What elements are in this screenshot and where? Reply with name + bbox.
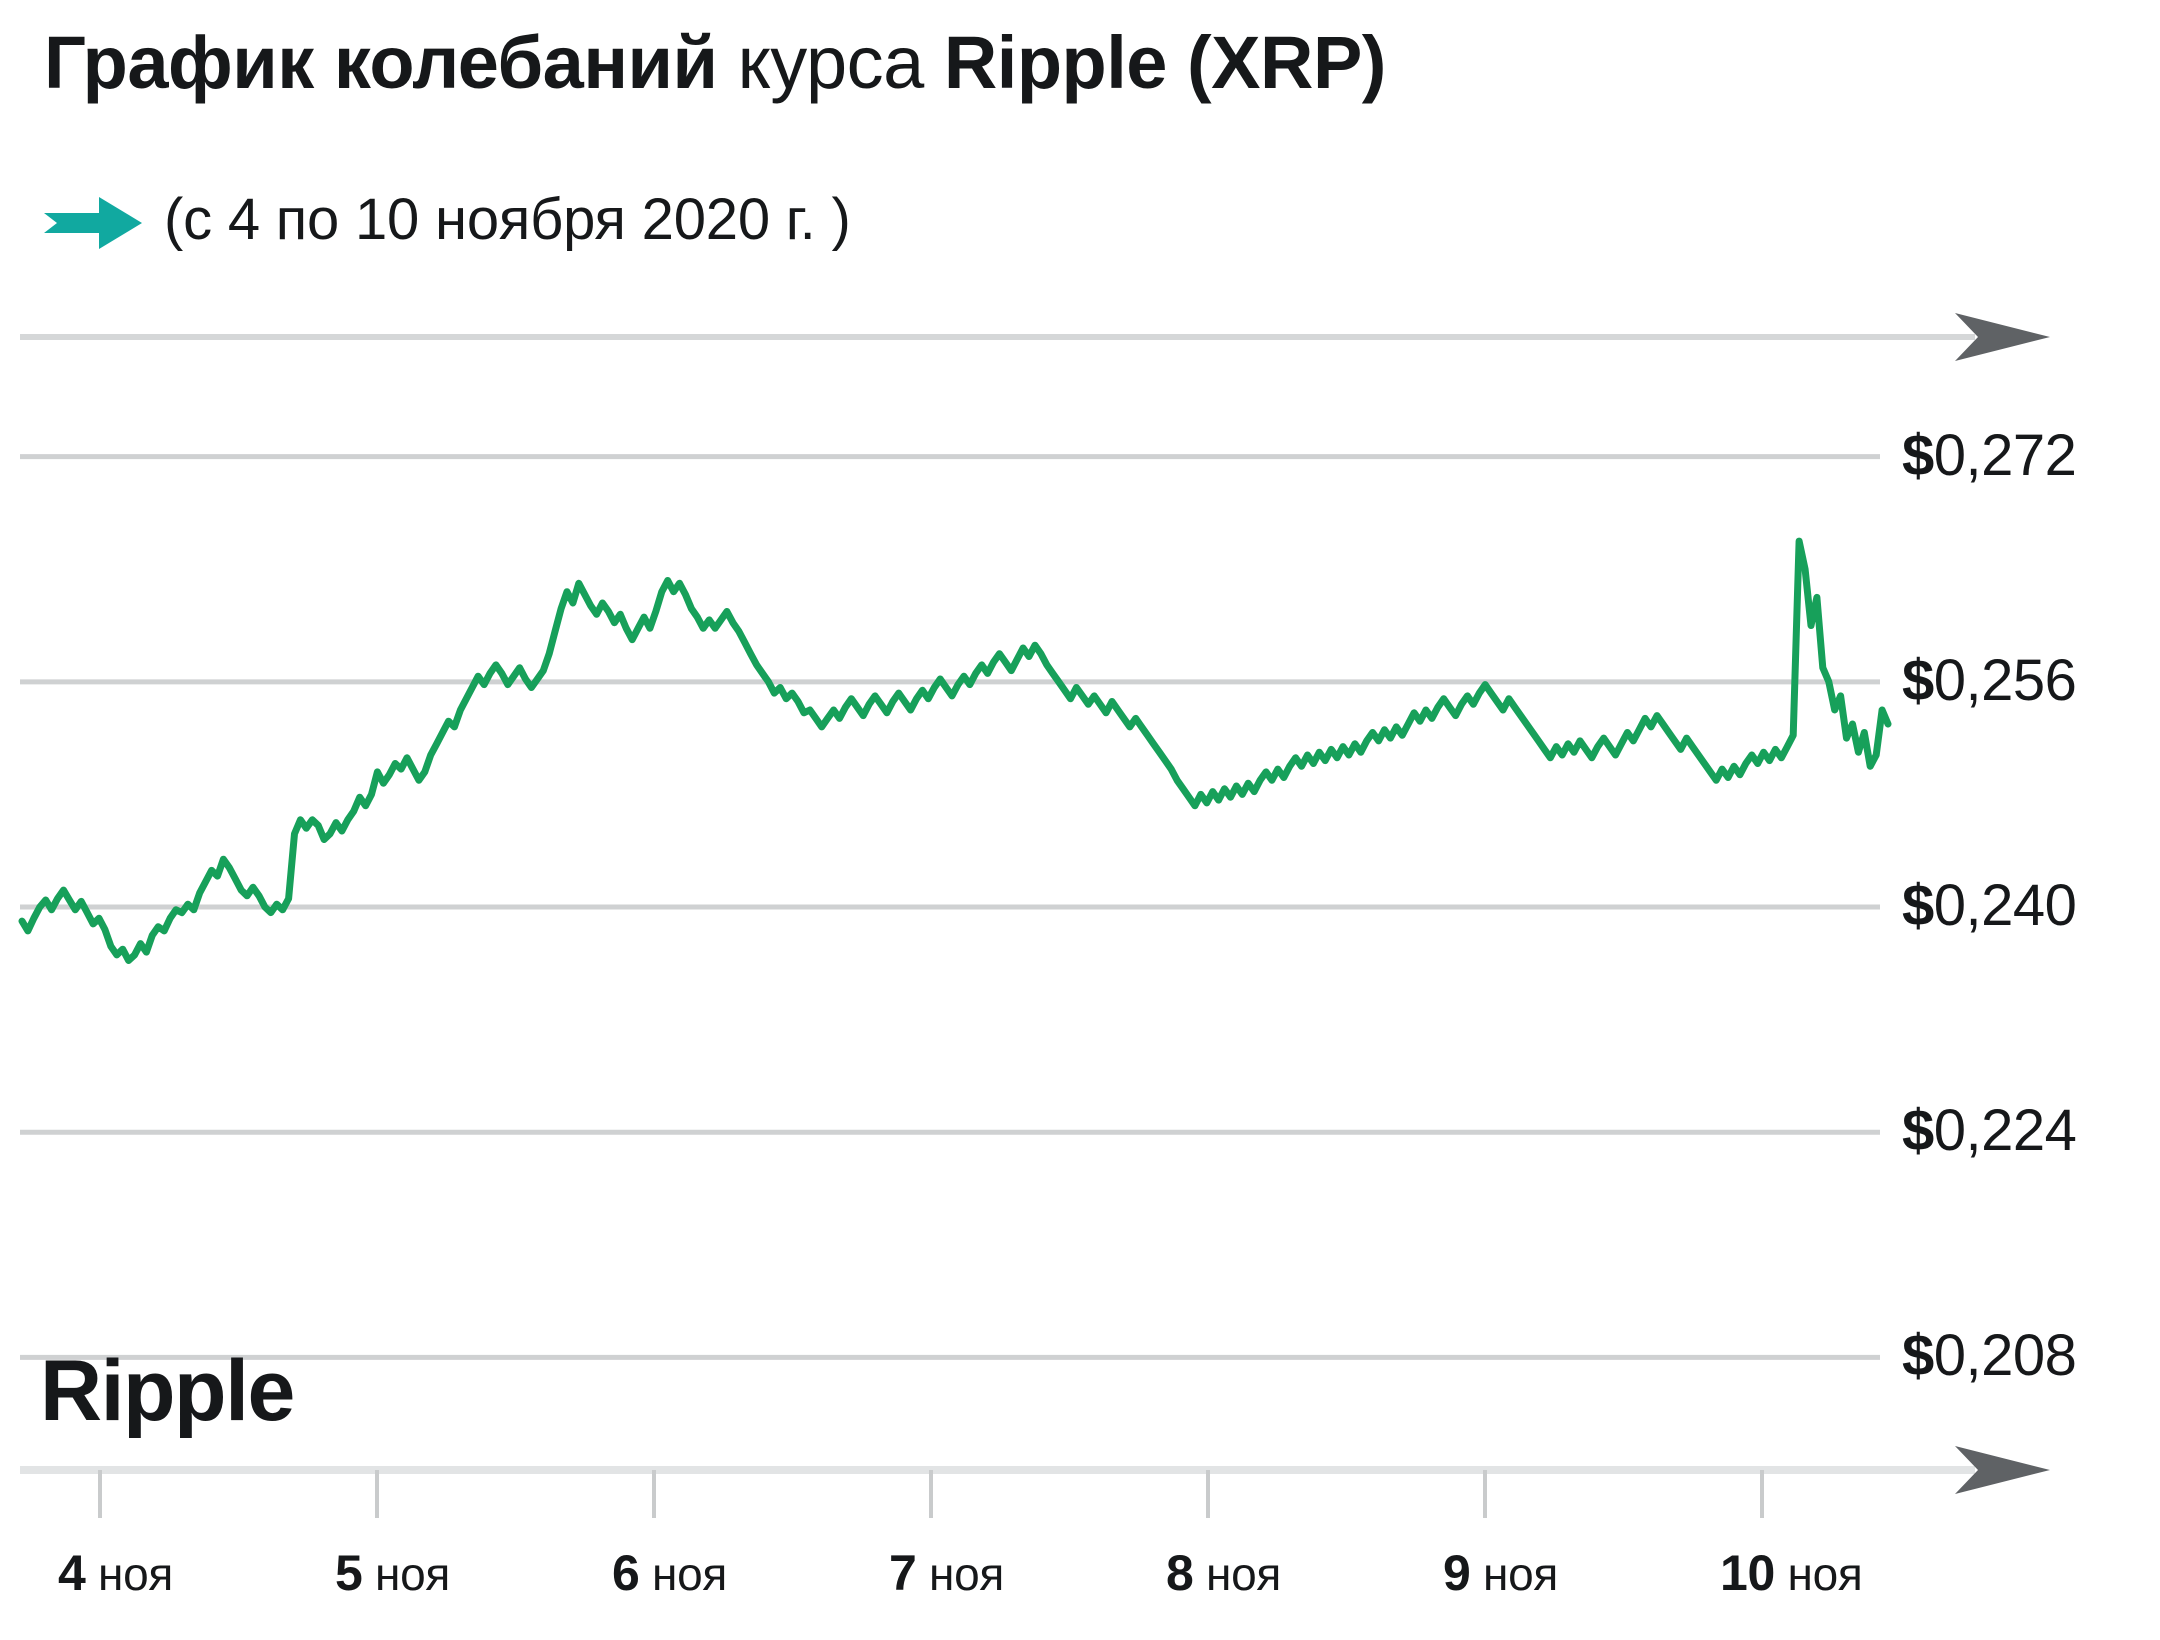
- top-axis-arrow-icon: [1955, 313, 2050, 361]
- arrow-right-icon: [44, 197, 142, 249]
- x-axis-ticks: [98, 1470, 1764, 1518]
- chart-subtitle: (с 4 по 10 ноября 2020 г. ): [164, 187, 851, 252]
- bottom-axis-arrow-icon: [1955, 1446, 2050, 1494]
- title-regular-part: курса: [717, 21, 944, 104]
- title-bold-first: График колебаний: [44, 21, 718, 104]
- chart-subtitle-row: (с 4 по 10 ноября 2020 г. ): [44, 175, 851, 265]
- title-bold-second: Ripple (XRP): [943, 21, 1387, 104]
- series-legend-label: Ripple: [40, 1343, 295, 1439]
- page-title: График колебаний курса Ripple (XRP): [44, 20, 1386, 106]
- chart-header: График колебаний курса Ripple (XRP) (с 4…: [0, 0, 2160, 300]
- gridlines: [20, 454, 1880, 1360]
- price-line-series: [18, 537, 1892, 964]
